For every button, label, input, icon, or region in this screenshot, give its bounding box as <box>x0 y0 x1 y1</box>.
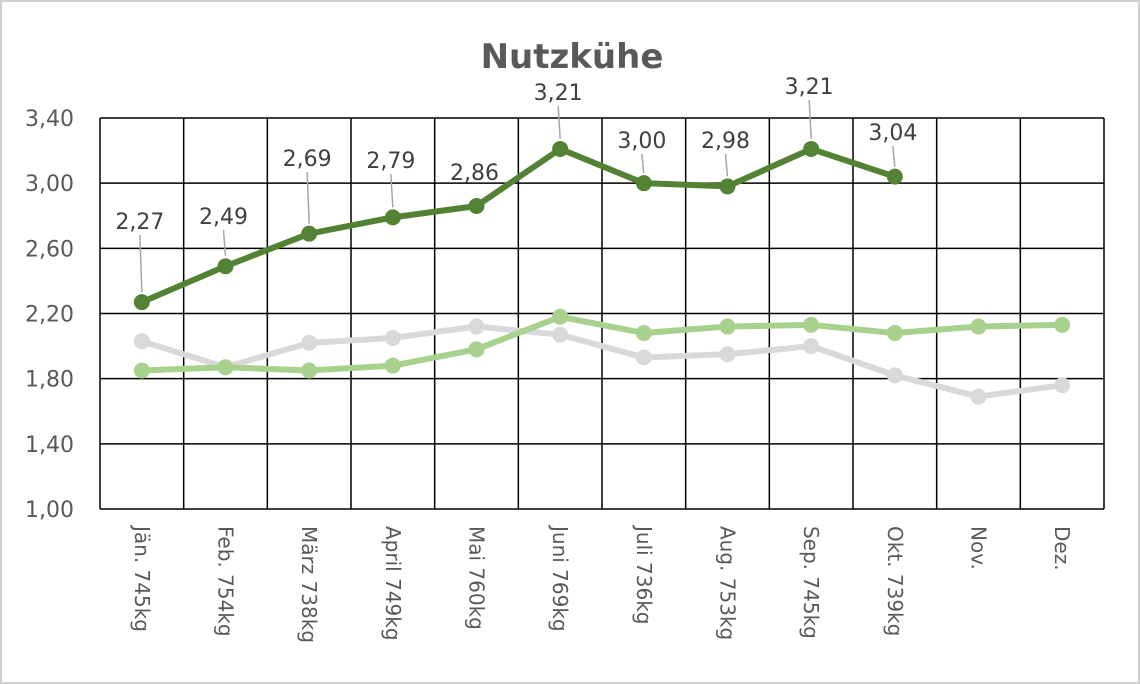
data-point <box>133 333 150 350</box>
leader-line <box>139 234 143 293</box>
y-tick-label: 3,40 <box>25 107 74 132</box>
data-point <box>886 325 903 342</box>
y-tick-label: 1,00 <box>25 498 74 523</box>
data-label: 2,98 <box>701 129 750 154</box>
series-line <box>138 323 1066 400</box>
leader-line <box>306 171 310 224</box>
x-tick-label: März 738kg <box>297 526 321 643</box>
data-point <box>552 308 569 325</box>
leader-line <box>724 153 729 177</box>
leader-line <box>222 229 227 257</box>
series-line <box>138 145 898 306</box>
data-point <box>719 318 736 335</box>
data-point <box>468 197 485 214</box>
data-point <box>133 294 150 311</box>
x-tick-label: Dez. <box>1050 526 1074 571</box>
data-point <box>384 209 401 226</box>
series-line <box>138 313 1066 374</box>
grid <box>99 117 1105 510</box>
y-tick-label: 2,20 <box>25 303 74 328</box>
leader-line <box>808 99 812 139</box>
data-point <box>803 316 820 333</box>
data-point <box>468 318 485 335</box>
data-point <box>301 225 318 242</box>
data-label: 3,04 <box>868 121 917 146</box>
data-point <box>886 168 903 185</box>
data-point <box>803 140 820 157</box>
data-point <box>384 329 401 346</box>
x-tick-label: April 749kg <box>381 526 405 641</box>
x-tick-label: Nov. <box>967 526 991 570</box>
y-tick-label: 1,40 <box>25 433 74 458</box>
data-label: 2,69 <box>283 147 332 172</box>
x-tick-label: Sep. 745kg <box>799 526 823 639</box>
data-label: 2,49 <box>199 205 248 230</box>
x-tick-label: Aug. 753kg <box>716 526 740 640</box>
data-point <box>301 334 318 351</box>
data-label: 2,86 <box>450 161 499 186</box>
data-point <box>1054 316 1071 333</box>
y-tick-label: 2,60 <box>25 237 74 262</box>
series-1 <box>133 308 1071 379</box>
leader-line <box>641 153 645 174</box>
series-group <box>133 140 1071 405</box>
x-tick-label: Mai 760kg <box>465 526 489 630</box>
data-point <box>719 346 736 363</box>
leader-line <box>892 145 896 167</box>
x-tick-label: Okt. 739kg <box>883 526 907 636</box>
data-point <box>468 341 485 358</box>
data-label: 2,79 <box>366 149 415 174</box>
data-label: 3,21 <box>534 81 583 106</box>
data-label: 3,21 <box>785 75 834 100</box>
data-point <box>301 362 318 379</box>
y-tick-label: 1,80 <box>25 368 74 393</box>
x-tick-label: Juli 736kg <box>632 524 656 625</box>
leader-line <box>557 105 561 139</box>
data-point <box>970 318 987 335</box>
x-tick-label: Feb. 754kg <box>214 526 238 637</box>
data-point <box>217 359 234 376</box>
x-axis: Jän. 745kg Feb. 754kg März 738kg April 749k… <box>130 524 1074 643</box>
data-point <box>635 175 652 192</box>
data-point <box>1054 377 1071 394</box>
data-point <box>217 258 234 275</box>
data-point <box>552 326 569 343</box>
data-label: 2,27 <box>115 210 164 235</box>
x-tick-label: Juni 769kg <box>548 524 572 632</box>
data-point <box>719 178 736 195</box>
data-point <box>970 388 987 405</box>
series-0 <box>133 140 903 311</box>
leader-line <box>390 173 394 208</box>
data-point <box>635 349 652 366</box>
data-point <box>384 357 401 374</box>
data-point <box>635 325 652 342</box>
data-point <box>886 367 903 384</box>
data-label: 3,00 <box>617 129 666 154</box>
y-axis: 1,00 1,40 1,80 2,20 2,60 3,00 3,40 <box>25 107 74 523</box>
y-tick-label: 3,00 <box>25 172 74 197</box>
data-point <box>803 338 820 355</box>
data-point <box>133 362 150 379</box>
data-point <box>552 140 569 157</box>
x-tick-label: Jän. 745kg <box>130 524 154 632</box>
data-labels: 2,27 2,49 2,69 2,79 2,86 3,21 3,00 2,98 3,21 3,04 <box>115 75 917 293</box>
chart-title: Nutzkühe <box>481 37 664 77</box>
